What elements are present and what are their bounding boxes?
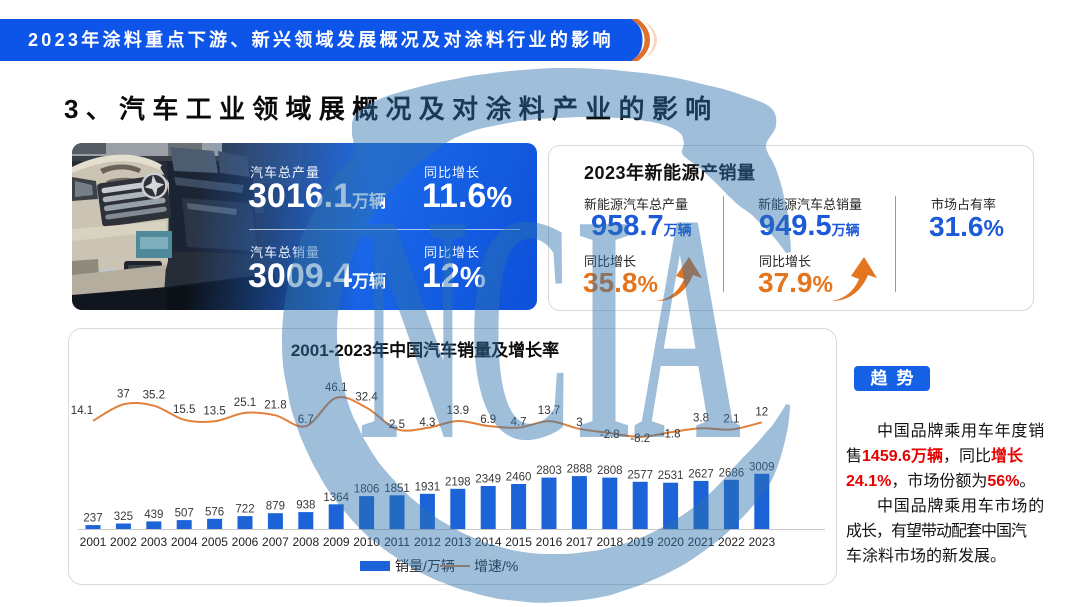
- svg-text:37: 37: [117, 388, 130, 400]
- svg-text:2010: 2010: [353, 535, 380, 549]
- svg-text:2023: 2023: [748, 535, 775, 549]
- svg-text:2006: 2006: [232, 535, 259, 549]
- svg-text:2009: 2009: [323, 535, 350, 549]
- svg-text:15.5: 15.5: [173, 404, 195, 416]
- svg-text:2.5: 2.5: [389, 419, 405, 431]
- svg-text:13.9: 13.9: [447, 405, 469, 417]
- svg-text:2022: 2022: [718, 535, 745, 549]
- svg-text:3.8: 3.8: [693, 412, 709, 424]
- svg-text:1364: 1364: [323, 492, 349, 504]
- svg-text:25.1: 25.1: [234, 397, 256, 409]
- svg-text:3: 3: [576, 417, 582, 429]
- svg-text:3009: 3009: [749, 461, 775, 473]
- svg-text:2001-2023年中国汽车销量及增长率: 2001-2023年中国汽车销量及增长率: [291, 340, 559, 360]
- svg-text:2577: 2577: [627, 469, 653, 481]
- svg-text:2.1: 2.1: [723, 414, 739, 426]
- svg-text:2016: 2016: [536, 535, 563, 549]
- svg-text:销量/万辆: 销量/万辆: [395, 558, 455, 574]
- svg-text:-8.2: -8.2: [630, 433, 650, 445]
- svg-text:2013: 2013: [444, 535, 471, 549]
- svg-text:2003: 2003: [140, 535, 167, 549]
- svg-text:507: 507: [175, 508, 194, 520]
- svg-text:增速/%: 增速/%: [474, 558, 518, 574]
- svg-text:2007: 2007: [262, 535, 289, 549]
- svg-text:2002: 2002: [110, 535, 137, 549]
- svg-text:4.7: 4.7: [511, 417, 527, 429]
- svg-text:2019: 2019: [627, 535, 654, 549]
- svg-text:2020: 2020: [657, 535, 684, 549]
- svg-text:2012: 2012: [414, 535, 441, 549]
- svg-text:879: 879: [266, 501, 285, 513]
- svg-text:6.7: 6.7: [298, 414, 314, 426]
- svg-text:576: 576: [205, 506, 224, 518]
- svg-text:2349: 2349: [475, 474, 501, 486]
- svg-text:13.7: 13.7: [538, 405, 560, 417]
- svg-text:-2.8: -2.8: [600, 429, 620, 441]
- svg-text:2004: 2004: [171, 535, 198, 549]
- svg-text:2005: 2005: [201, 535, 228, 549]
- svg-text:2803: 2803: [536, 465, 562, 477]
- svg-text:2021: 2021: [688, 535, 715, 549]
- svg-text:2008: 2008: [292, 535, 319, 549]
- svg-text:4.3: 4.3: [419, 417, 435, 429]
- svg-text:2018: 2018: [596, 535, 623, 549]
- svg-text:12: 12: [755, 406, 768, 418]
- svg-text:46.1: 46.1: [325, 382, 347, 394]
- svg-text:6.9: 6.9: [480, 414, 496, 426]
- svg-text:325: 325: [114, 511, 133, 523]
- svg-text:439: 439: [144, 509, 163, 521]
- svg-text:237: 237: [83, 513, 102, 525]
- svg-text:2001: 2001: [80, 535, 107, 549]
- svg-text:938: 938: [296, 500, 315, 512]
- svg-text:1806: 1806: [354, 484, 380, 496]
- svg-text:2011: 2011: [384, 535, 410, 549]
- svg-text:2686: 2686: [719, 467, 745, 479]
- svg-text:21.8: 21.8: [264, 399, 286, 411]
- svg-text:1851: 1851: [384, 483, 410, 495]
- svg-text:2808: 2808: [597, 465, 623, 477]
- svg-text:2460: 2460: [506, 472, 532, 484]
- svg-text:13.5: 13.5: [203, 405, 225, 417]
- svg-text:35.2: 35.2: [143, 390, 165, 402]
- svg-text:2531: 2531: [658, 470, 684, 482]
- svg-text:2017: 2017: [566, 535, 593, 549]
- svg-text:2627: 2627: [688, 468, 714, 480]
- svg-text:14.1: 14.1: [71, 405, 93, 417]
- svg-text:2014: 2014: [475, 535, 502, 549]
- svg-text:2015: 2015: [505, 535, 532, 549]
- svg-text:32.4: 32.4: [355, 392, 378, 404]
- svg-text:-1.8: -1.8: [661, 428, 681, 440]
- svg-text:2198: 2198: [445, 476, 471, 488]
- svg-text:2888: 2888: [567, 464, 593, 476]
- svg-text:1931: 1931: [415, 481, 441, 493]
- svg-text:722: 722: [235, 504, 254, 516]
